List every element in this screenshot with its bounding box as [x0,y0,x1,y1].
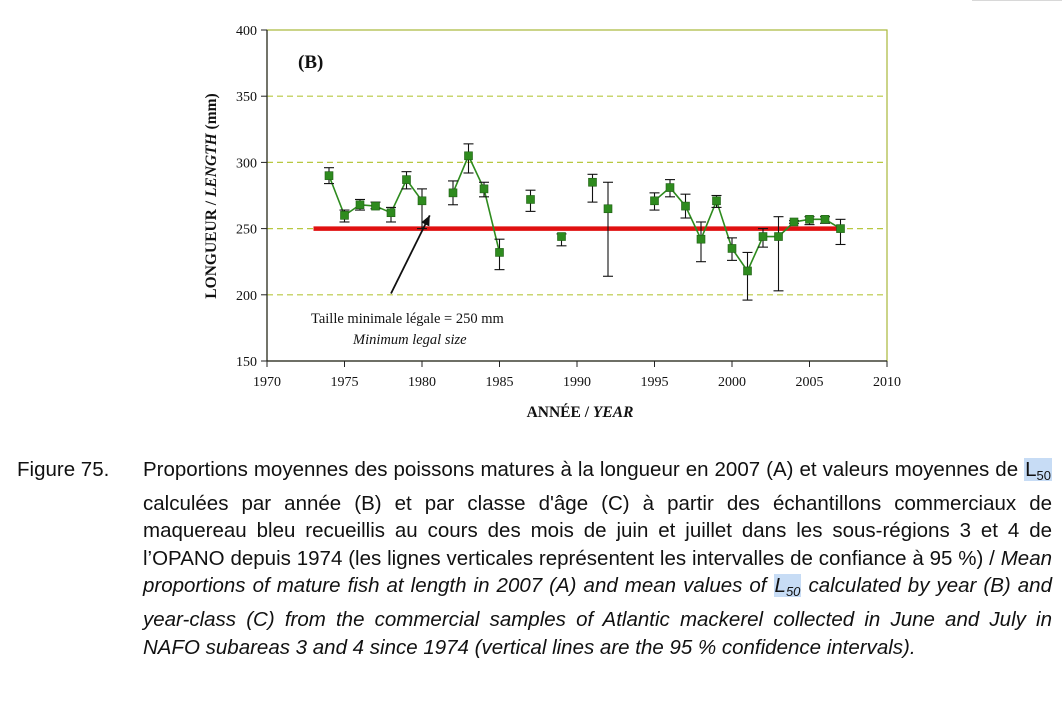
panel-label: (B) [298,52,323,73]
x-tick-label: 1995 [641,375,669,390]
x-axis-label-separator: / [581,404,593,421]
annotation-english-text: Minimum legal size [352,332,467,348]
y-tick-label: 150 [236,355,257,370]
grid-layer [267,95,887,296]
caption-figure-label: Figure 75. [17,458,110,481]
x-tick-label: 2005 [796,375,824,390]
data-point-1996 [665,183,675,192]
y-axis-label-unit: (mm) [203,93,220,133]
caption-body: Proportions moyennes des poissons mature… [143,456,1052,661]
y-tick-label: 400 [236,24,257,39]
x-axis-label-en: YEAR [593,404,633,421]
caption-l50-symbol-en: L50 [773,574,802,600]
x-tick-label: 2000 [718,375,746,390]
y-tick-label: 350 [236,90,257,105]
chart-container: 150 200 250 300 350 400 1970 1975 1980 1985 1990 19… [203,24,901,421]
data-layer [324,143,846,301]
series-line-segment-2 [452,153,501,253]
data-point-1995 [650,196,659,206]
data-point-1987 [526,195,535,204]
data-point-1999 [712,196,721,206]
caption-english-text-1: Mean proportions of mature fish at lengt… [143,546,1052,598]
y-axis-label-fr: LONGUEUR [203,208,220,298]
caption-l-subscript-en: 50 [785,584,801,600]
data-point-1991 [588,177,597,187]
data-point-2005 [805,215,814,224]
y-tick-label: 250 [236,223,257,238]
x-tick-label: 2010 [873,375,901,390]
data-point-1976 [355,200,365,210]
corner-border-fragment [972,0,1062,5]
data-point-1989 [557,232,566,241]
y-axis-label-separator: / [203,197,220,209]
caption-l-symbol: L [1025,458,1037,481]
data-point-1979 [402,175,411,184]
x-tick-label: 1985 [486,375,514,390]
y-axis-label-en: LENGTH [203,132,220,198]
figure-caption: Figure 75. Proportions moyennes des pois… [17,456,1052,661]
x-tick-label: 1980 [408,375,436,390]
axes-layer: 150 200 250 300 350 400 1970 1975 1980 1985 1990 19… [236,24,901,390]
data-point-1984 [479,184,489,194]
caption-french-text-1: Proportions moyennes des poissons mature… [143,458,1025,481]
caption-french-text-2: calculées par année (B) et par classe d'… [143,491,1052,570]
y-tick-label: 200 [236,289,257,304]
caption-l-symbol-en: L [774,574,786,598]
data-point-1983 [464,151,473,161]
y-tick-label: 300 [236,156,257,171]
data-point-1997 [681,201,690,211]
x-tick-label: 1975 [331,375,359,390]
caption-l50-symbol-fr: L50 [1024,458,1052,483]
data-point-2004 [789,217,799,227]
data-point-1974 [324,171,334,180]
reference-layer [313,214,841,294]
length-by-year-chart: 150 200 250 300 350 400 1970 1975 1980 1985 1990 19… [203,24,901,421]
caption-english-text-2: calculated by year (B) and year-class (C… [143,574,1052,659]
data-point-2006 [820,215,830,224]
data-point-2002 [758,232,768,241]
caption-l-subscript: 50 [1036,468,1051,483]
x-axis-label: ANNÉE / YEAR [527,404,634,421]
annotation-arrow-head [421,215,430,227]
x-axis-label-fr: ANNÉE [527,404,581,421]
y-axis-label: LONGUEUR / LENGTH (mm) [203,93,220,298]
data-point-2003 [774,232,783,241]
data-point-1980 [417,196,427,206]
data-point-2000 [727,244,737,253]
data-point-1982 [448,188,458,198]
data-point-2001 [743,266,752,276]
annotation-french-text: Taille minimale légale = 250 mm [311,311,505,327]
x-tick-label: 1990 [563,375,591,390]
data-point-1998 [696,234,706,244]
x-tick-label: 1970 [253,375,281,390]
data-point-1978 [386,208,396,218]
data-point-1975 [340,211,349,220]
data-point-1985 [495,248,504,257]
data-point-2007 [836,224,845,233]
data-point-1977 [371,201,380,211]
data-point-1992 [603,204,613,214]
